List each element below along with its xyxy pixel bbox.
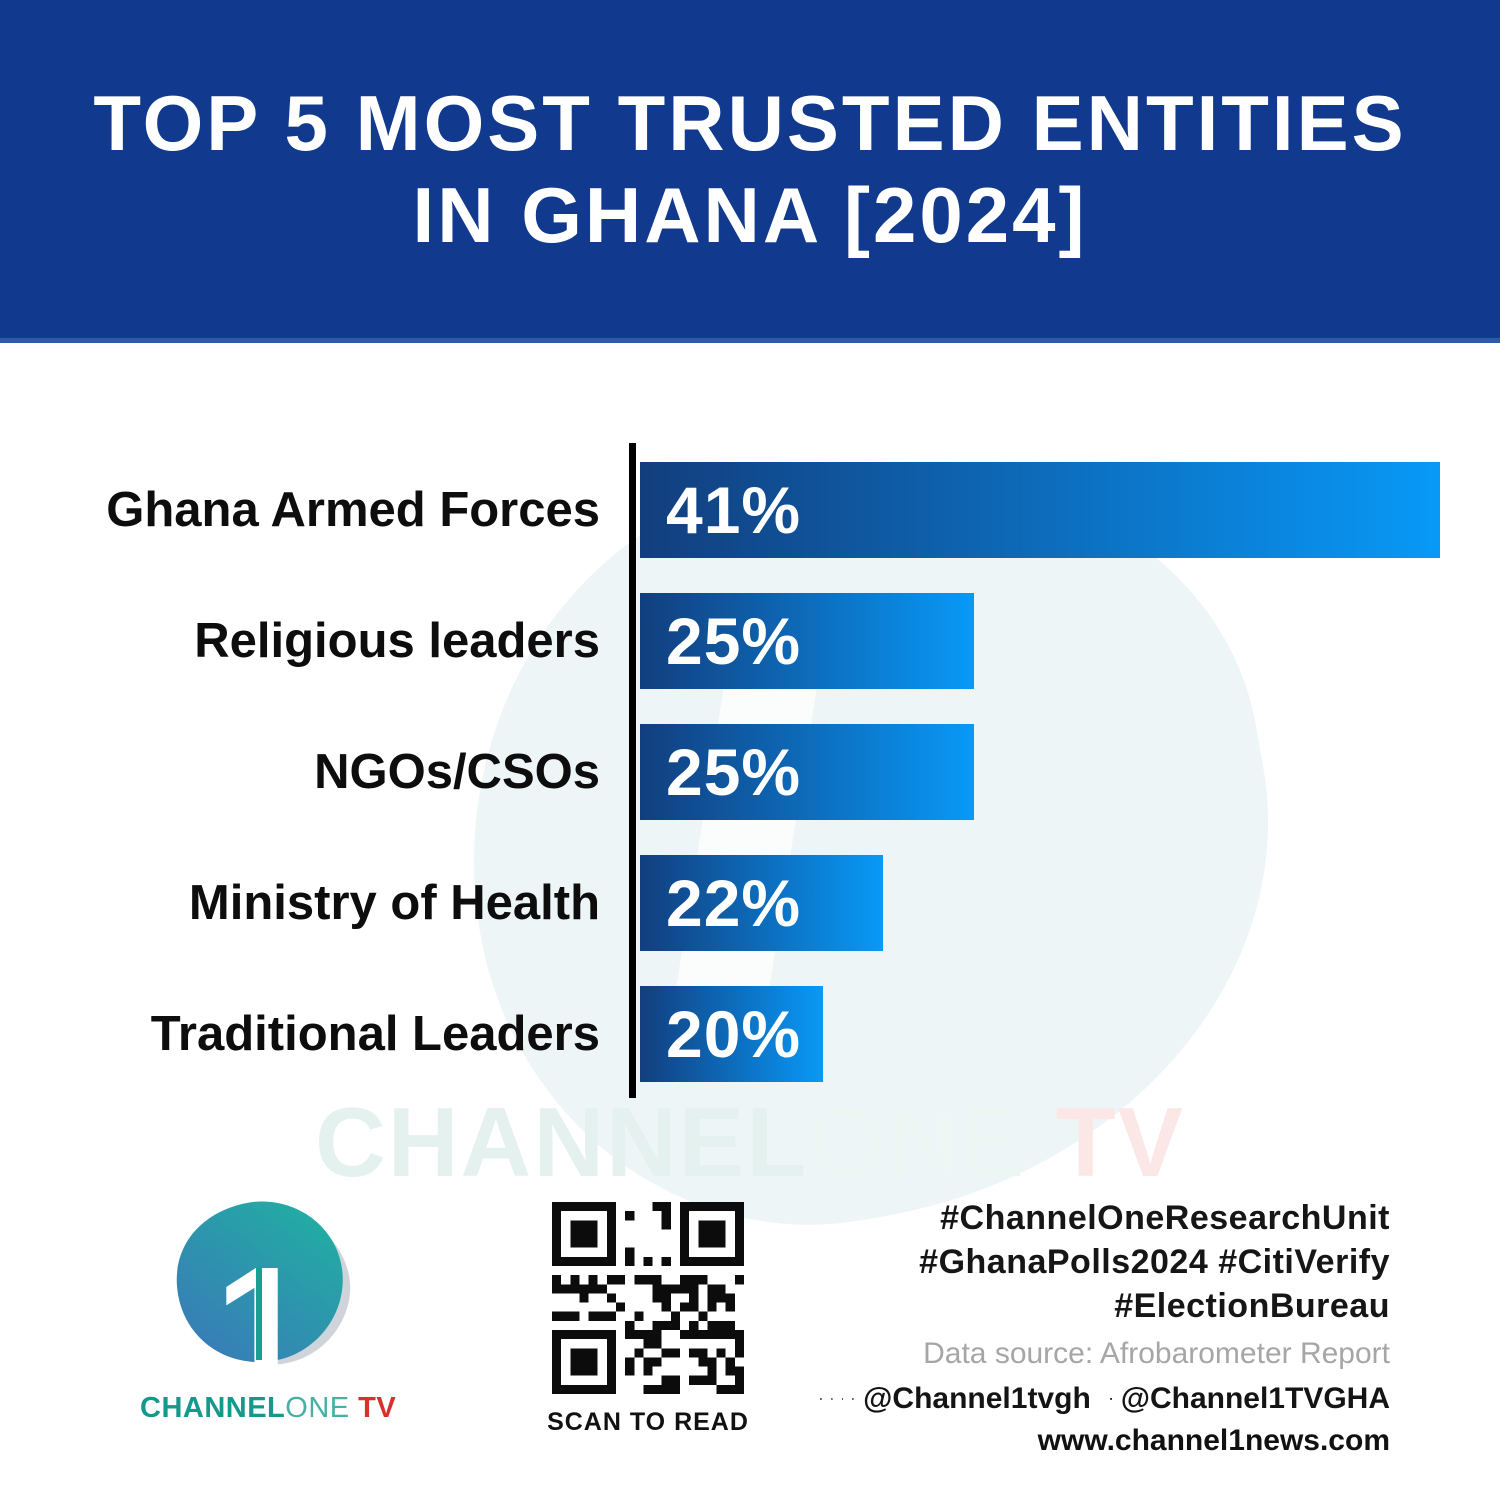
value-label: 25% <box>666 735 802 809</box>
value-label: 25% <box>666 604 802 678</box>
channel-one-logo: 1 <box>176 1201 351 1400</box>
category-label: Ghana Armed Forces <box>106 483 600 537</box>
header-banner: TOP 5 MOST TRUSTED ENTITIES IN GHANA [20… <box>0 0 1500 343</box>
social-handle-x: @Channel1TVGHA <box>1120 1382 1390 1415</box>
svg-text:X: X <box>1110 1398 1111 1400</box>
logo-wordmark-channel: CHANNEL <box>140 1392 286 1424</box>
watermark-wordmark-one: ONE <box>808 1087 1027 1197</box>
instagram-icon <box>830 1398 833 1400</box>
hashtag-line-3: #ElectionBureau <box>1114 1287 1390 1325</box>
social-handle-main: @Channel1tvgh <box>863 1382 1091 1415</box>
youtube-icon <box>852 1398 855 1400</box>
chart-baseline-axis <box>629 443 636 1098</box>
page-title-line-1: TOP 5 MOST TRUSTED ENTITIES <box>93 79 1407 167</box>
hashtag-line-2: #GhanaPolls2024 #CitiVerify <box>919 1243 1390 1281</box>
bar: 41% <box>640 462 1440 558</box>
bar: 22% <box>640 855 883 951</box>
qr-code <box>552 1202 744 1394</box>
bar: 25% <box>640 724 974 820</box>
category-label: Religious leaders <box>194 614 600 668</box>
data-source: Data source: Afrobarometer Report <box>923 1337 1390 1370</box>
logo-numeral-pinstripe <box>256 1268 262 1360</box>
bar: 20% <box>640 986 823 1082</box>
logo-wordmark-tv: TV <box>349 1392 397 1424</box>
bar: 25% <box>640 593 974 689</box>
social-row: f ♪ @Channel1tvgh X @Channel1TVGHA <box>820 1382 1390 1416</box>
value-label: 22% <box>666 866 802 940</box>
watermark-wordmark: CHANNELONE TV <box>315 1086 1185 1199</box>
qr-caption: SCAN TO READ <box>547 1408 749 1436</box>
logo-wordmark-one: ONE <box>285 1392 350 1424</box>
hashtag-line-1: #ChannelOneResearchUnit <box>940 1199 1390 1237</box>
watermark-wordmark-tv: TV <box>1026 1087 1185 1197</box>
svg-text:♪: ♪ <box>842 1398 843 1400</box>
category-label: Traditional Leaders <box>150 1007 600 1061</box>
category-label: Ministry of Health <box>188 876 600 930</box>
value-label: 41% <box>666 473 802 547</box>
value-label: 20% <box>666 997 802 1071</box>
x-icon: X <box>1109 1397 1112 1400</box>
logo-wordmark: CHANNELONE TV <box>140 1392 396 1425</box>
facebook-icon: f <box>820 1398 822 1401</box>
category-label: NGOs/CSOs <box>314 745 600 799</box>
website-url: www.channel1news.com <box>1037 1424 1390 1457</box>
watermark-wordmark-channel: CHANNEL <box>315 1087 809 1197</box>
tiktok-icon: ♪ <box>841 1398 844 1400</box>
footer-meta: #ChannelOneResearchUnit #GhanaPolls2024 … <box>820 1196 1390 1458</box>
page-title-line-2: IN GHANA [2024] <box>412 171 1088 259</box>
